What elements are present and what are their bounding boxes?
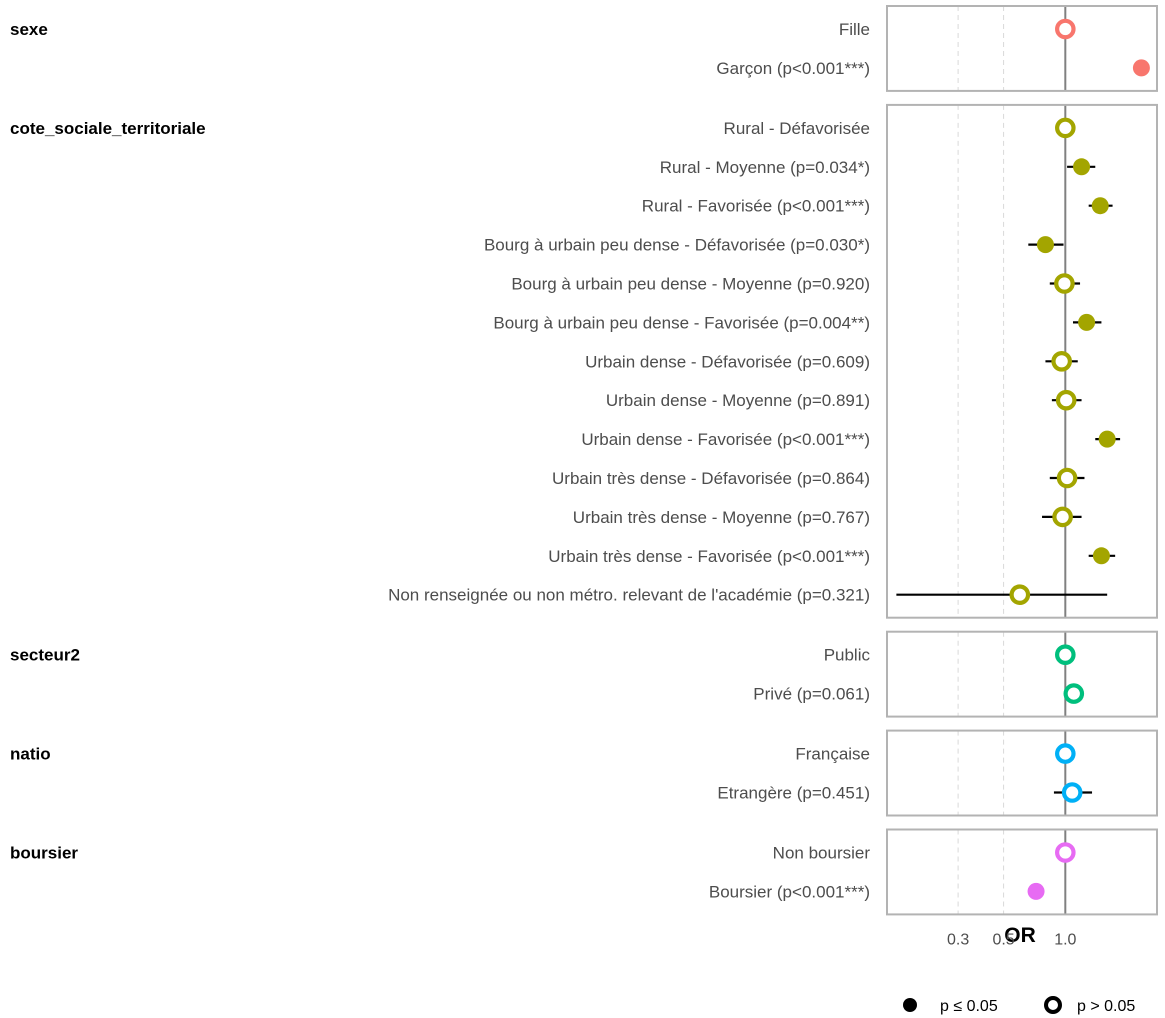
or-point bbox=[1055, 743, 1076, 764]
category-label: Urbain très dense - Défavorisée (p=0.864… bbox=[552, 469, 870, 488]
category-label: Fille bbox=[839, 20, 870, 39]
group-title: natio bbox=[10, 745, 51, 764]
or-point bbox=[1063, 683, 1085, 704]
group-title: secteur2 bbox=[10, 646, 80, 665]
panel-bg bbox=[887, 6, 1157, 91]
category-label: Garçon (p<0.001***) bbox=[716, 59, 870, 78]
x-tick-label: 0.5 bbox=[992, 931, 1014, 948]
or-point bbox=[1055, 18, 1076, 40]
x-axis: OR 0.3 0.5 1.0 bbox=[947, 924, 1077, 948]
or-point bbox=[1052, 506, 1073, 528]
legend-label: p ≤ 0.05 bbox=[940, 998, 998, 1015]
group-title: sexe bbox=[10, 20, 48, 39]
panel-border bbox=[886, 630, 1158, 718]
category-label: Urbain très dense - Favorisée (p<0.001**… bbox=[548, 547, 870, 566]
or-point bbox=[1073, 158, 1091, 176]
category-label: Bourg à urbain peu dense - Favorisée (p=… bbox=[493, 313, 870, 332]
or-point bbox=[1027, 882, 1045, 900]
category-label: Urbain très dense - Moyenne (p=0.767) bbox=[573, 508, 870, 527]
category-label: Rural - Moyenne (p=0.034*) bbox=[660, 158, 870, 177]
x-tick-label: 0.3 bbox=[947, 931, 969, 948]
or-point bbox=[1098, 430, 1116, 448]
legend-filled-circle bbox=[903, 998, 917, 1012]
x-tick-label: 1.0 bbox=[1054, 931, 1076, 948]
panel-bg bbox=[887, 104, 1157, 618]
panel-bg bbox=[887, 829, 1157, 915]
category-label: Urbain dense - Favorisée (p<0.001***) bbox=[581, 430, 870, 449]
panel-border bbox=[886, 828, 1158, 916]
panel-layer bbox=[886, 5, 1158, 916]
category-label: Privé (p=0.061) bbox=[753, 685, 870, 704]
category-label: Rural - Favorisée (p<0.001***) bbox=[642, 197, 870, 216]
or-point bbox=[1055, 842, 1076, 863]
mark-layer bbox=[896, 18, 1150, 900]
or-point bbox=[1051, 350, 1072, 372]
panel-bg bbox=[887, 730, 1157, 816]
or-point bbox=[1009, 584, 1031, 605]
or-point bbox=[1132, 59, 1150, 77]
or-point bbox=[1036, 236, 1054, 254]
category-label: Française bbox=[795, 745, 870, 764]
category-label: Public bbox=[824, 646, 871, 665]
legend: p ≤ 0.05 p > 0.05 bbox=[903, 996, 1135, 1015]
category-label: Etrangère (p=0.451) bbox=[717, 784, 870, 803]
panel-border bbox=[886, 103, 1158, 619]
or-point bbox=[1078, 313, 1096, 331]
category-label: Bourg à urbain peu dense - Défavorisée (… bbox=[484, 236, 870, 255]
panel-border bbox=[886, 5, 1158, 92]
label-layer: sexe Fille Garçon (p<0.001***) cote_sociale… bbox=[10, 20, 870, 901]
or-point bbox=[1055, 389, 1077, 411]
category-label: Boursier (p<0.001***) bbox=[709, 882, 870, 901]
legend-open-circle bbox=[1044, 996, 1062, 1014]
category-label: Urbain dense - Moyenne (p=0.891) bbox=[606, 391, 870, 410]
or-point bbox=[1055, 644, 1076, 665]
or-point bbox=[1091, 197, 1109, 215]
panel-bg bbox=[887, 631, 1157, 717]
category-label: Non renseignée ou non métro. relevant de… bbox=[388, 586, 870, 605]
panel-border bbox=[886, 729, 1158, 817]
category-label: Non boursier bbox=[773, 844, 871, 863]
category-label: Bourg à urbain peu dense - Moyenne (p=0.… bbox=[511, 275, 870, 294]
category-label: Rural - Défavorisée bbox=[724, 119, 870, 138]
or-point bbox=[1055, 117, 1076, 139]
or-point bbox=[1061, 782, 1083, 803]
group-title: boursier bbox=[10, 844, 78, 863]
or-point bbox=[1056, 467, 1078, 489]
x-axis-title: OR bbox=[1004, 924, 1036, 947]
or-point bbox=[1054, 273, 1075, 294]
or-point bbox=[1092, 547, 1110, 565]
category-label: Urbain dense - Défavorisée (p=0.609) bbox=[585, 352, 870, 371]
group-title: cote_sociale_territoriale bbox=[10, 119, 206, 138]
legend-label: p > 0.05 bbox=[1077, 998, 1135, 1015]
